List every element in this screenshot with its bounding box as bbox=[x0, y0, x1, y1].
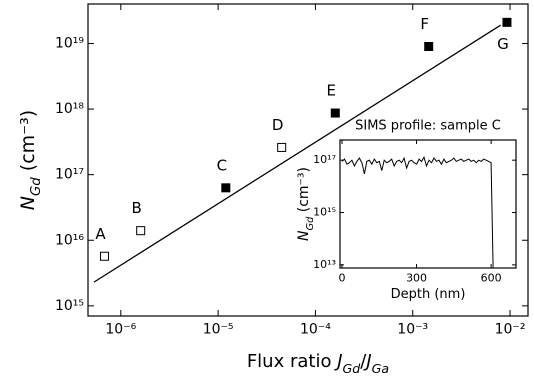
data-point bbox=[502, 17, 512, 27]
point-label: D bbox=[272, 116, 284, 134]
y-tick-label: 10¹³ bbox=[313, 258, 336, 271]
label-part: Gd bbox=[29, 177, 44, 196]
label-part: J bbox=[363, 351, 371, 372]
label-part: Ga bbox=[372, 361, 389, 376]
x-tick-label: 10⁻⁵ bbox=[203, 321, 234, 337]
x-tick-label: 10⁻⁶ bbox=[105, 321, 136, 337]
data-point bbox=[277, 142, 287, 152]
x-tick-label: 10⁻³ bbox=[397, 321, 428, 337]
y-tick-label: 10¹⁵ bbox=[313, 206, 336, 219]
y-tick-label: 10¹⁵ bbox=[55, 298, 84, 314]
y-tick-label: 10¹⁹ bbox=[55, 35, 84, 51]
x-tick-label: 10⁻² bbox=[495, 321, 526, 337]
label-part: (cm⁻³) bbox=[17, 110, 39, 177]
data-point bbox=[136, 226, 146, 236]
axis-label: Depth (nm) bbox=[391, 287, 466, 302]
y-tick-label: 10¹⁶ bbox=[55, 232, 84, 248]
data-point bbox=[100, 251, 110, 261]
point-label: B bbox=[132, 199, 142, 217]
point-label: A bbox=[95, 225, 106, 243]
plot-frame bbox=[339, 139, 517, 269]
axis-label: NGd (cm⁻³) bbox=[17, 110, 44, 210]
label-part: J bbox=[334, 351, 342, 372]
x-tick-label: 10⁻⁴ bbox=[300, 321, 331, 337]
inset-title: SIMS profile: sample C bbox=[355, 119, 501, 134]
x-tick-label: 600 bbox=[481, 271, 502, 284]
label-part: Depth (nm) bbox=[391, 287, 466, 302]
point-label: C bbox=[217, 156, 227, 174]
data-point bbox=[330, 108, 340, 118]
data-point bbox=[221, 183, 231, 193]
fit-line bbox=[93, 24, 501, 283]
label-part: Gd bbox=[305, 216, 316, 231]
point-label: G bbox=[497, 35, 509, 53]
y-tick-label: 10¹⁷ bbox=[313, 153, 336, 166]
y-tick-label: 10¹⁷ bbox=[55, 167, 84, 183]
x-tick-label: 0 bbox=[338, 271, 345, 284]
label-part: N bbox=[296, 230, 312, 241]
point-label: E bbox=[327, 82, 336, 100]
data-point bbox=[424, 41, 434, 51]
label-part: Flux ratio bbox=[247, 351, 337, 372]
point-label: F bbox=[420, 15, 429, 33]
label-part: (cm⁻³) bbox=[296, 167, 312, 217]
x-tick-label: 300 bbox=[406, 271, 427, 284]
profile-line bbox=[341, 155, 494, 268]
axis-label: Flux ratio JGd/JGa bbox=[247, 351, 389, 376]
axis-label: NGd (cm⁻³) bbox=[296, 167, 316, 241]
label-part: Gd bbox=[343, 361, 362, 376]
y-tick-label: 10¹⁸ bbox=[55, 101, 84, 117]
label-part: N bbox=[17, 196, 39, 210]
plot-frame bbox=[87, 3, 529, 317]
label-part: / bbox=[360, 351, 367, 372]
inset-bg bbox=[340, 140, 516, 268]
